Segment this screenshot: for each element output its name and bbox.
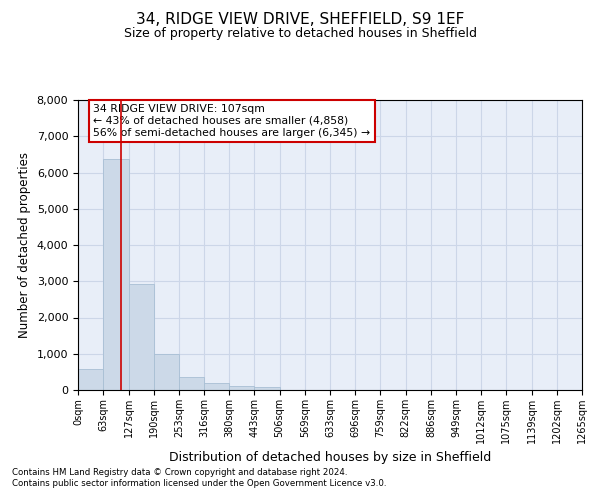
Text: 34 RIDGE VIEW DRIVE: 107sqm
← 43% of detached houses are smaller (4,858)
56% of : 34 RIDGE VIEW DRIVE: 107sqm ← 43% of det… — [93, 104, 370, 138]
Bar — [204, 384, 229, 390]
Bar — [179, 377, 204, 390]
Bar — [254, 386, 280, 390]
Text: Contains HM Land Registry data © Crown copyright and database right 2024.
Contai: Contains HM Land Registry data © Crown c… — [12, 468, 386, 487]
Bar — [154, 354, 179, 390]
Bar — [128, 284, 154, 390]
Text: Size of property relative to detached houses in Sheffield: Size of property relative to detached ho… — [124, 28, 476, 40]
Bar — [78, 370, 103, 390]
X-axis label: Distribution of detached houses by size in Sheffield: Distribution of detached houses by size … — [169, 452, 491, 464]
Bar — [103, 158, 128, 390]
Y-axis label: Number of detached properties: Number of detached properties — [18, 152, 31, 338]
Text: 34, RIDGE VIEW DRIVE, SHEFFIELD, S9 1EF: 34, RIDGE VIEW DRIVE, SHEFFIELD, S9 1EF — [136, 12, 464, 28]
Bar — [229, 386, 254, 390]
